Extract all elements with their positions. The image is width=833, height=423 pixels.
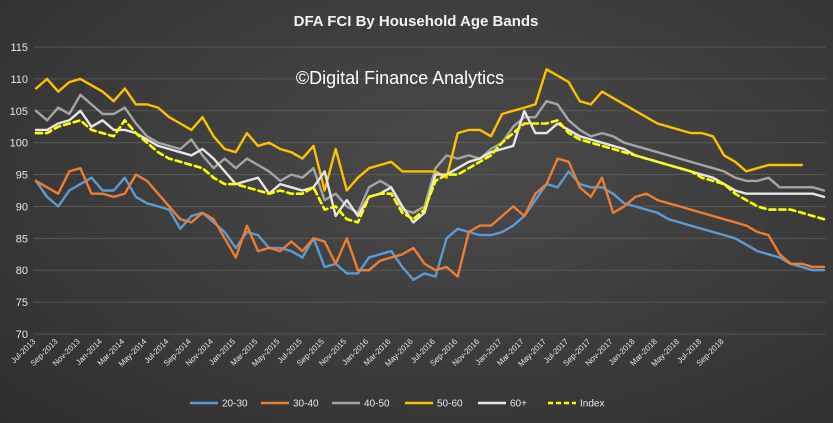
legend-label: 40-50 — [364, 399, 390, 410]
y-tick-label: 70 — [16, 329, 28, 341]
series-line-40-50 — [34, 93, 826, 215]
legend-label: 50-60 — [437, 399, 463, 410]
y-axis-ticks: 70 75 80 85 90 95 100 105 110 115 — [10, 42, 28, 341]
x-axis-ticks: Jul-2013Sep-2013Nov-2013Jan-2014Mar-2014… — [9, 337, 726, 369]
y-tick-label: 85 — [16, 233, 28, 245]
y-tick-label: 100 — [10, 138, 28, 150]
watermark-text: ©Digital Finance Analytics — [296, 68, 504, 88]
y-tick-label: 105 — [10, 106, 28, 118]
chart-title: DFA FCI By Household Age Bands — [294, 13, 539, 30]
y-tick-label: 80 — [16, 265, 28, 277]
series-line-50-60 — [34, 68, 803, 192]
series-layer — [34, 68, 826, 281]
y-tick-label: 95 — [16, 170, 28, 182]
grid-layer — [34, 46, 826, 335]
y-tick-label: 115 — [10, 42, 28, 54]
legend-label: 60+ — [510, 399, 527, 410]
legend-label: Index — [580, 399, 604, 410]
legend: 20-30 30-40 40-50 50-60 60+ Index — [190, 399, 604, 410]
series-line-30-40 — [34, 157, 826, 278]
y-tick-label: 90 — [16, 201, 28, 213]
legend-label: 30-40 — [293, 399, 319, 410]
series-line-20-30 — [34, 170, 826, 281]
series-line-index — [34, 119, 826, 224]
legend-label: 20-30 — [222, 399, 248, 410]
y-tick-label: 75 — [16, 297, 28, 309]
y-tick-label: 110 — [10, 74, 28, 86]
